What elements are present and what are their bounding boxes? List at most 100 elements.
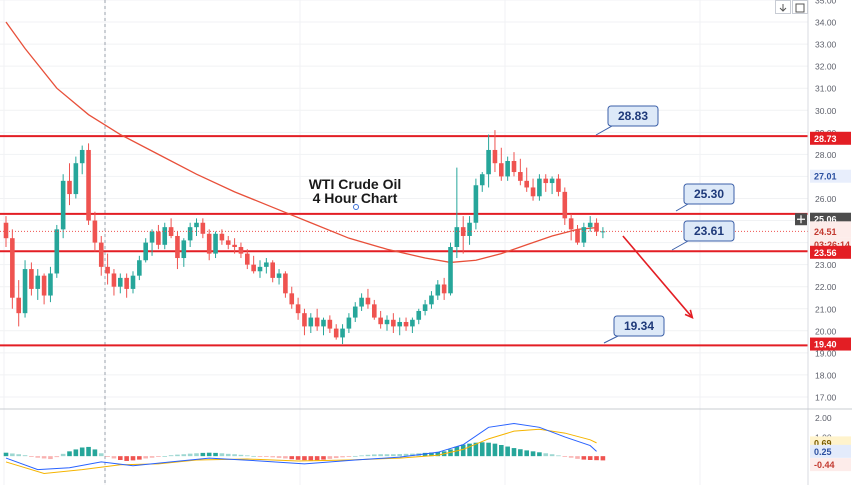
- level-callouts: 28.83 25.30 23.61 19.34: [595, 105, 735, 344]
- candle-body: [92, 220, 98, 243]
- candle-body: [568, 218, 574, 230]
- candle-body: [48, 273, 53, 296]
- macd-histogram-bar: [225, 453, 231, 457]
- candle-body: [111, 273, 117, 287]
- candle-body: [321, 319, 326, 327]
- candle-body: [397, 321, 402, 327]
- candle-body: [194, 222, 199, 228]
- candle-body: [200, 222, 206, 234]
- candle-body: [29, 269, 34, 289]
- macd-histogram-bar: [435, 451, 441, 457]
- ma-line: [5, 21, 597, 264]
- level-badge-box: [810, 245, 851, 259]
- candle-body: [118, 277, 123, 287]
- macd-histogram-bar: [486, 442, 491, 457]
- macd-tick-label: 2.00: [815, 413, 832, 423]
- macd-histogram-bar: [175, 454, 180, 457]
- candle-body: [562, 191, 568, 219]
- candle-body: [581, 227, 587, 243]
- level-badge-label: 23.56: [814, 248, 837, 258]
- price-badge-label: 25.06: [814, 215, 837, 225]
- candle-body: [530, 187, 536, 197]
- callout-box: [613, 315, 665, 337]
- macd-badge-box: [810, 444, 851, 458]
- y-tick-label: 22.00: [815, 282, 837, 292]
- callout-pointer: [603, 335, 619, 344]
- candle-body: [143, 242, 148, 261]
- candle-body: [156, 231, 161, 245]
- macd-histogram-bar: [530, 451, 536, 457]
- candle-body: [594, 222, 599, 232]
- macd-histogram-bar: [3, 452, 9, 457]
- candle-body: [302, 313, 307, 327]
- y-tick-label: 33.00: [815, 40, 837, 50]
- macd-histogram-bar: [200, 452, 206, 457]
- macd-histogram-bar: [556, 455, 561, 457]
- candle-body: [10, 238, 15, 298]
- candle-body: [384, 319, 390, 325]
- macd-histogram-bar: [518, 449, 523, 457]
- macd-histogram-bar: [537, 452, 542, 457]
- macd-histogram-bar: [206, 452, 212, 457]
- candle-body: [467, 222, 472, 236]
- candle-body: [206, 233, 212, 254]
- callout-pointer: [671, 240, 689, 251]
- macd-histogram-bar: [251, 455, 256, 457]
- macd-histogram-bar: [29, 456, 34, 457]
- macd-histogram-bar: [479, 442, 485, 457]
- macd-histogram-bar: [73, 449, 79, 457]
- candle-body: [575, 229, 580, 243]
- scroll-down-button[interactable]: [775, 0, 791, 14]
- macd-histogram-bar: [581, 456, 587, 460]
- candle-body: [67, 180, 72, 195]
- macd-histogram-bar: [308, 456, 314, 461]
- macd-histogram-bar: [48, 456, 53, 460]
- candle-body: [41, 275, 47, 296]
- candle-body: [460, 227, 466, 236]
- candle-body: [35, 275, 41, 289]
- macd-histogram-bar: [568, 456, 574, 458]
- macd-histogram-bar: [16, 454, 21, 457]
- candle-body: [162, 227, 168, 245]
- candle-body: [219, 233, 225, 241]
- macd-histogram-bar: [321, 456, 326, 460]
- candle-body: [600, 231, 606, 233]
- maximize-icon: [795, 3, 805, 13]
- macd-histogram-bar: [505, 446, 510, 457]
- macd-histogram-bar: [295, 456, 301, 460]
- macd-histogram-bar: [467, 443, 472, 457]
- callout-box: [607, 105, 659, 127]
- candle-body: [54, 229, 60, 274]
- candle-body: [175, 235, 180, 259]
- candle-body: [232, 244, 237, 248]
- macd-histogram-bar: [10, 453, 15, 457]
- macd-histogram-bar: [245, 455, 250, 457]
- level-badge-label: 19.40: [814, 340, 837, 350]
- macd-histogram-bar: [60, 453, 66, 457]
- macd-histogram-bar: [543, 453, 549, 457]
- candle-body: [473, 185, 479, 223]
- candle-body: [556, 178, 561, 192]
- macd-histogram-bar: [594, 456, 599, 461]
- candle-body: [543, 178, 549, 184]
- candle-body: [213, 233, 218, 254]
- candle-body: [372, 304, 377, 318]
- macd-histogram-bar: [219, 453, 225, 457]
- maximize-button[interactable]: [792, 0, 808, 14]
- candle-body: [289, 293, 295, 305]
- candle-body: [130, 275, 136, 289]
- candle-body: [124, 277, 129, 289]
- macd-histogram-bar: [67, 451, 72, 457]
- projection-arrow: [622, 235, 694, 319]
- level-badge-box: [810, 131, 851, 145]
- candle-body: [518, 172, 523, 181]
- y-tick-label: 28.00: [815, 150, 837, 160]
- macd-histogram-bar: [314, 456, 320, 461]
- y-tick-label: 17.00: [815, 392, 837, 402]
- macd-histogram-bar: [35, 456, 41, 458]
- macd-histogram-bar: [384, 454, 390, 457]
- candle-body: [549, 178, 555, 184]
- macd-histogram-bar: [378, 454, 383, 457]
